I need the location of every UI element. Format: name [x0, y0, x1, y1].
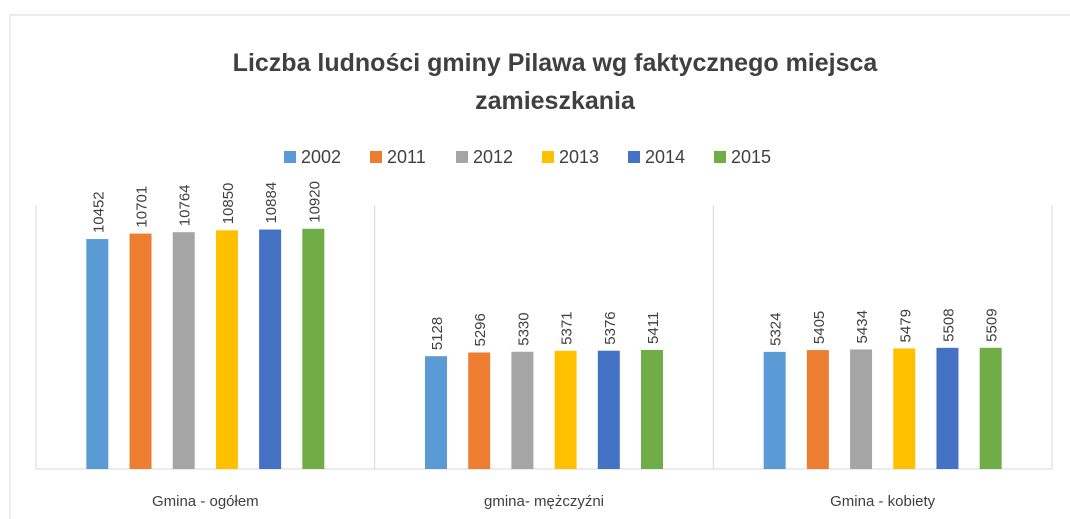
value-label: 5324: [768, 312, 785, 345]
value-label: 10764: [177, 184, 194, 226]
chart-title: Liczba ludności gminy Pilawa wg faktyczn…: [232, 49, 878, 115]
value-label: 5296: [472, 313, 489, 346]
bar: [172, 232, 195, 469]
bar: [554, 350, 577, 469]
value-label: 5128: [429, 317, 446, 350]
legend-swatch: [456, 151, 468, 163]
bar: [259, 229, 282, 469]
legend-swatch: [714, 151, 726, 163]
bar: [763, 351, 786, 469]
bar: [979, 347, 1002, 469]
bar: [425, 356, 447, 469]
bar: [597, 350, 620, 469]
value-label: 5330: [515, 312, 532, 345]
legend-label: 2002: [301, 147, 341, 167]
x-tick-label: Gmina - kobiety: [830, 493, 936, 510]
x-tick-label: gmina- mężczyźni: [484, 493, 604, 510]
legend-label: 2013: [559, 147, 599, 167]
value-label: 5376: [602, 311, 619, 344]
value-label: 5509: [984, 308, 1001, 341]
bar: [806, 350, 829, 469]
legend-swatch: [284, 151, 296, 163]
value-label: 5479: [897, 309, 914, 342]
legend-label: 2012: [473, 147, 513, 167]
bar: [86, 239, 109, 469]
value-label: 10884: [263, 182, 280, 224]
x-tick-label: Gmina - ogółem: [152, 493, 259, 510]
legend-label: 2015: [731, 147, 771, 167]
value-label: 5405: [811, 311, 828, 344]
bar: [641, 349, 663, 469]
bar: [511, 351, 534, 469]
value-label: 10701: [134, 186, 151, 228]
value-label: 5508: [940, 308, 957, 341]
bar: [302, 228, 325, 469]
legend-swatch: [370, 151, 382, 163]
value-label: 5434: [854, 310, 871, 343]
value-label: 5411: [645, 312, 662, 344]
value-label: 10850: [220, 183, 237, 225]
bar: [215, 230, 238, 469]
bar: [893, 348, 916, 469]
bar: [468, 352, 491, 469]
legend-label: 2011: [387, 147, 426, 167]
legend-label: 2014: [645, 147, 685, 167]
legend-swatch: [542, 151, 554, 163]
bar: [850, 349, 873, 469]
legend-swatch: [628, 151, 640, 163]
value-label: 10452: [90, 191, 107, 233]
chart-border: [9, 14, 1070, 519]
value-label: 10920: [306, 181, 323, 223]
bar: [129, 233, 152, 469]
value-label: 5371: [559, 311, 576, 344]
bar: [936, 347, 959, 469]
